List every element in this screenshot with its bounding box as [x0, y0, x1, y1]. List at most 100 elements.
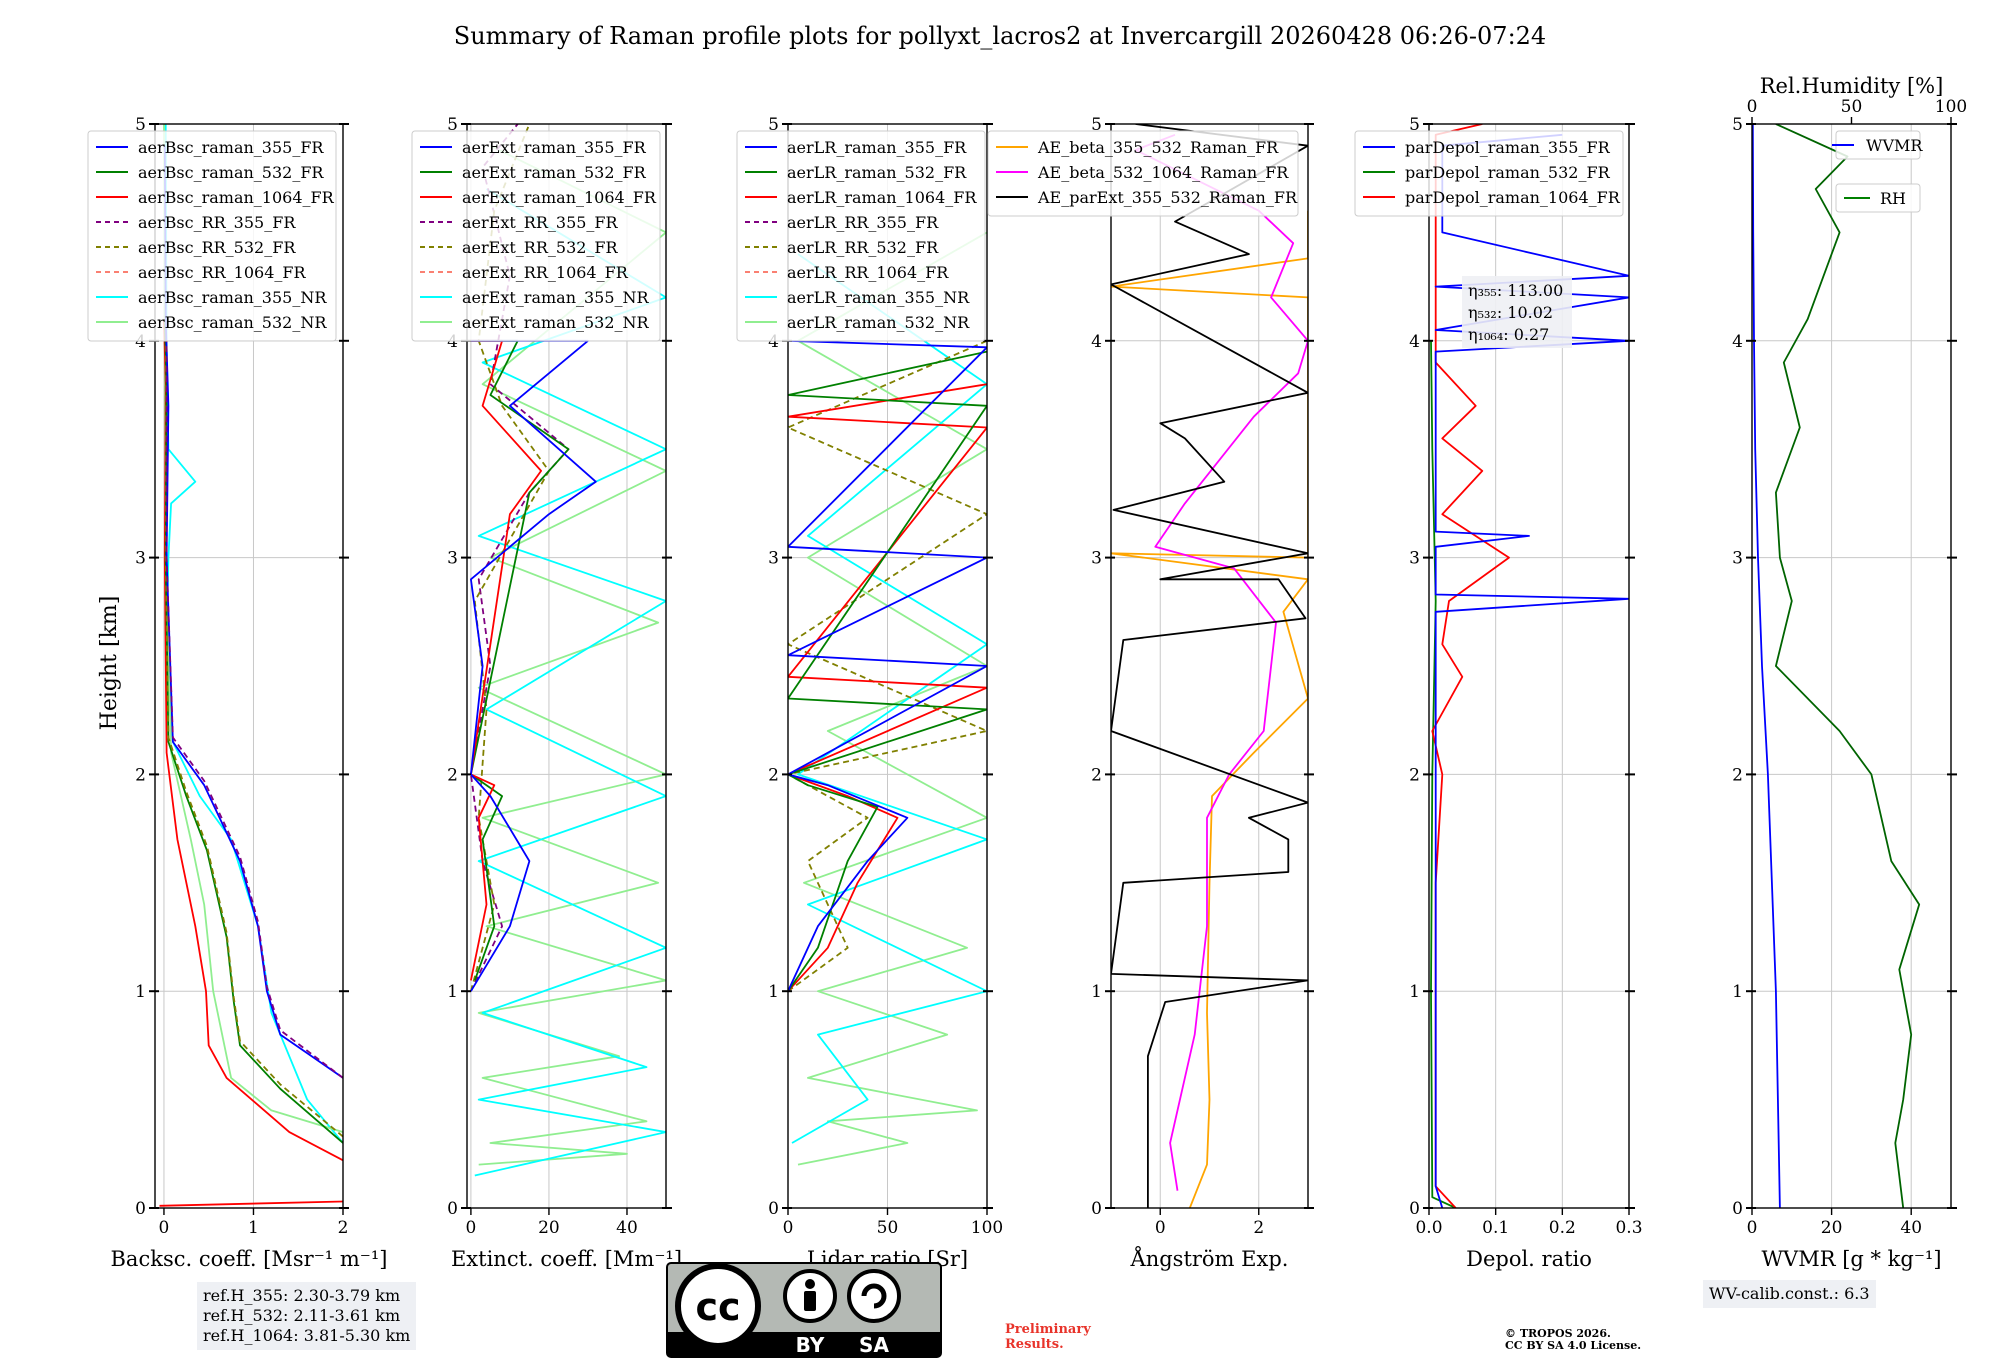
cc-by-sa-logo: cc BY SA [666, 1262, 942, 1358]
legend-label: aerLR_raman_532_FR [787, 163, 967, 182]
sa-arrow-icon [861, 1283, 887, 1309]
x-tick-label: 0 [1155, 1218, 1166, 1238]
legend-label: aerExt_raman_1064_FR [462, 188, 657, 207]
x-tick-label: 40 [1900, 1218, 1922, 1238]
figure-title: Summary of Raman profile plots for polly… [454, 22, 1546, 50]
series-aerLR_raman_355_NR [791, 253, 987, 1144]
legend-label: aerLR_raman_1064_FR [787, 188, 977, 207]
plot-frame [466, 123, 667, 1209]
series-group [1111, 124, 1308, 1208]
legend-label: aerLR_raman_532_NR [787, 313, 970, 332]
legend-label: aerLR_RR_532_FR [787, 238, 939, 257]
y-tick-label: 1 [135, 982, 146, 1002]
y-tick-label: 3 [1091, 549, 1102, 569]
y-tick-label: 0 [1732, 1199, 1743, 1219]
y-tick-label: 2 [768, 765, 779, 785]
legend-label: aerExt_RR_1064_FR [462, 263, 629, 282]
sa-share-alike-icon [847, 1269, 901, 1323]
y-tick-label: 2 [1732, 765, 1743, 785]
y-tick-label: 3 [447, 549, 458, 569]
legend-label: parDepol_raman_1064_FR [1405, 188, 1621, 207]
top-x-tick-label: 0 [1747, 97, 1758, 117]
y-tick-label: 3 [1409, 549, 1420, 569]
series-aerLR_raman_1064_FR [788, 383, 987, 992]
y-tick-label: 1 [768, 982, 779, 1002]
legend-label: aerExt_raman_532_NR [462, 313, 650, 332]
y-tick-label: 0 [1091, 1199, 1102, 1219]
series-aerBsc_baseline [159, 1200, 343, 1207]
legend-label: WVMR [1866, 136, 1923, 155]
ref-h-532: ref.H_532: 2.11-3.61 km [203, 1306, 401, 1325]
y-tick-label: 4 [447, 332, 458, 352]
legend-depol: parDepol_raman_355_FR parDepol_raman_532_… [1354, 130, 1624, 217]
y-tick-label: 4 [1732, 332, 1743, 352]
y-tick-label: 4 [768, 332, 779, 352]
legend-label: AE_beta_355_532_Raman_FR [1037, 138, 1279, 157]
x-tick-label: 2 [338, 1218, 349, 1238]
y-tick-label: 0 [447, 1199, 458, 1219]
by-person-head [805, 1279, 815, 1289]
x-tick-label: 1 [248, 1218, 259, 1238]
x-tick-label: 0.0 [1415, 1218, 1442, 1238]
y-tick-label: 0 [768, 1199, 779, 1219]
x-tick-label: 50 [877, 1218, 899, 1238]
x-axis-label: Backsc. coeff. [Msr⁻¹ m⁻¹] [111, 1247, 388, 1271]
y-tick-label: 3 [1732, 549, 1743, 569]
eta-value: η₅₃₂: 10.02 [1468, 303, 1553, 322]
cc-sa-text: SA [859, 1333, 889, 1357]
x-tick-label: 20 [1821, 1218, 1843, 1238]
y-tick-label: 4 [135, 332, 146, 352]
legend-label: aerLR_RR_1064_FR [787, 263, 949, 282]
ref-h-1064: ref.H_1064: 3.81-5.30 km [203, 1326, 411, 1345]
legend-label: aerBsc_raman_1064_FR [138, 188, 335, 207]
legend-label: aerBsc_raman_532_NR [138, 313, 327, 332]
panel-depol: 0 1 2 3 4 5 0.0 0.1 0.2 0.3 Depol. ratio parDepol_r… [1354, 115, 1643, 1271]
series-parDepol_raman_355_FR [1434, 133, 1629, 1208]
x-axis-label: Extinct. coeff. [Mm⁻¹] [451, 1247, 682, 1271]
legend-box [87, 130, 337, 342]
series-group [788, 231, 987, 1166]
series-aerExt_raman_532_NR [477, 144, 666, 1166]
x-tick-label: 40 [616, 1218, 638, 1238]
legend-box [736, 130, 986, 342]
y-tick-label: 1 [1091, 982, 1102, 1002]
legend-label: aerExt_RR_532_FR [462, 238, 619, 257]
series-AE_parExt_355_532_Raman_FR [1111, 124, 1308, 1208]
y-tick-label: 5 [768, 115, 779, 135]
legend-label: aerExt_raman_532_FR [462, 163, 647, 182]
series-aerLR_RR_532_FR [788, 339, 987, 992]
x-axis-label: Depol. ratio [1466, 1247, 1592, 1271]
legend-label: RH [1880, 189, 1906, 208]
x-tick-label: 0 [159, 1218, 170, 1238]
legend-label: AE_beta_532_1064_Raman_FR [1037, 163, 1289, 182]
series-aerExt_raman_532_FR [469, 339, 570, 981]
panel-ext: 0 1 2 3 4 5 0 20 40 Extinct. coeff. [Mm⁻¹] aerExt_… [411, 115, 682, 1271]
y-tick-label: 2 [1409, 765, 1420, 785]
preliminary-line-2: Results. [1005, 1337, 1064, 1352]
series-group [159, 124, 343, 1207]
legend-label: aerBsc_raman_355_NR [138, 288, 327, 307]
series-aerExt_raman_355_NR [474, 188, 666, 1177]
legend-label: aerBsc_raman_355_FR [138, 138, 324, 157]
reference-height-box: ref.H_355: 2.30-3.79 km ref.H_532: 2.11-… [197, 1282, 417, 1350]
legend-label: aerExt_RR_355_FR [462, 213, 619, 232]
copyright-line-2: CC BY SA 4.0 License. [1505, 1339, 1642, 1352]
series-aerLR_raman_355_FR [788, 339, 987, 992]
panel-ae: 0 1 2 3 4 5 0 2 Ångström Exp. AE_beta_355_532_Ram… [987, 115, 1314, 1271]
y-tick-label: 3 [135, 549, 146, 569]
y-tick-label: 5 [1732, 115, 1743, 135]
legend-label: aerBsc_raman_532_FR [138, 163, 324, 182]
legend-label: AE_parExt_355_532_Raman_FR [1037, 188, 1298, 207]
legend-label: aerExt_raman_355_NR [462, 288, 650, 307]
series-WVMR [1752, 124, 1781, 1208]
legend-box [987, 130, 1299, 217]
y-tick-label: 2 [1091, 765, 1102, 785]
x-axis-label: WVMR [g * kg⁻¹] [1761, 1247, 1941, 1271]
x-tick-label: 0.3 [1615, 1218, 1642, 1238]
x-tick-label: 0.2 [1549, 1218, 1576, 1238]
legend-label: aerLR_RR_355_FR [787, 213, 939, 232]
legend-box [1835, 183, 1921, 213]
legend-wv: WVMR RH [1832, 130, 1923, 213]
